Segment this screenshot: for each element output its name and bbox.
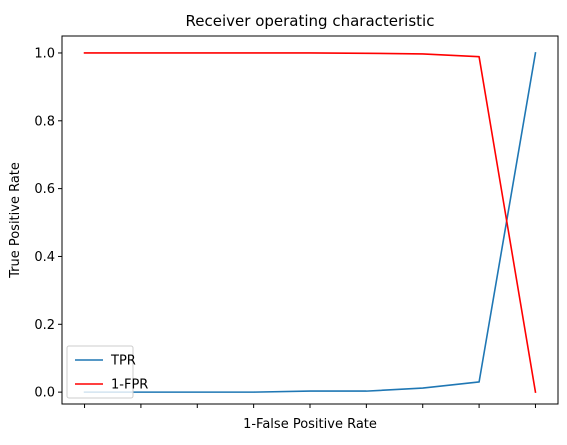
y-tick-label: 0.2	[34, 318, 55, 333]
legend-label-1: TPR	[110, 354, 136, 369]
legend-box	[66, 345, 134, 399]
y-tick-label: 0.6	[34, 182, 55, 197]
legend-label-2: 1-FPR	[111, 378, 148, 393]
plot-area: 0.0 0.2 0.4 0.6 0.8 1.0	[34, 35, 559, 408]
y-tick-label: 1.0	[34, 46, 55, 61]
x-axis	[84, 404, 536, 408]
y-axis: 0.0 0.2 0.4 0.6 0.8 1.0	[34, 46, 62, 401]
y-tick-label: 0.4	[34, 250, 55, 265]
legend: TPR 1-FPR	[66, 345, 148, 399]
series-line-1	[83, 52, 537, 393]
x-axis-label: 1-False Positive Rate	[243, 417, 377, 432]
series-line-2	[83, 52, 537, 394]
y-tick-label: 0.0	[34, 386, 55, 401]
chart-title: Receiver operating characteristic	[186, 12, 435, 30]
y-tick-label: 0.8	[34, 114, 55, 129]
y-axis-label: True Positive Rate	[8, 162, 23, 279]
series-lines	[83, 52, 537, 394]
legend-items: TPR 1-FPR	[75, 354, 148, 393]
